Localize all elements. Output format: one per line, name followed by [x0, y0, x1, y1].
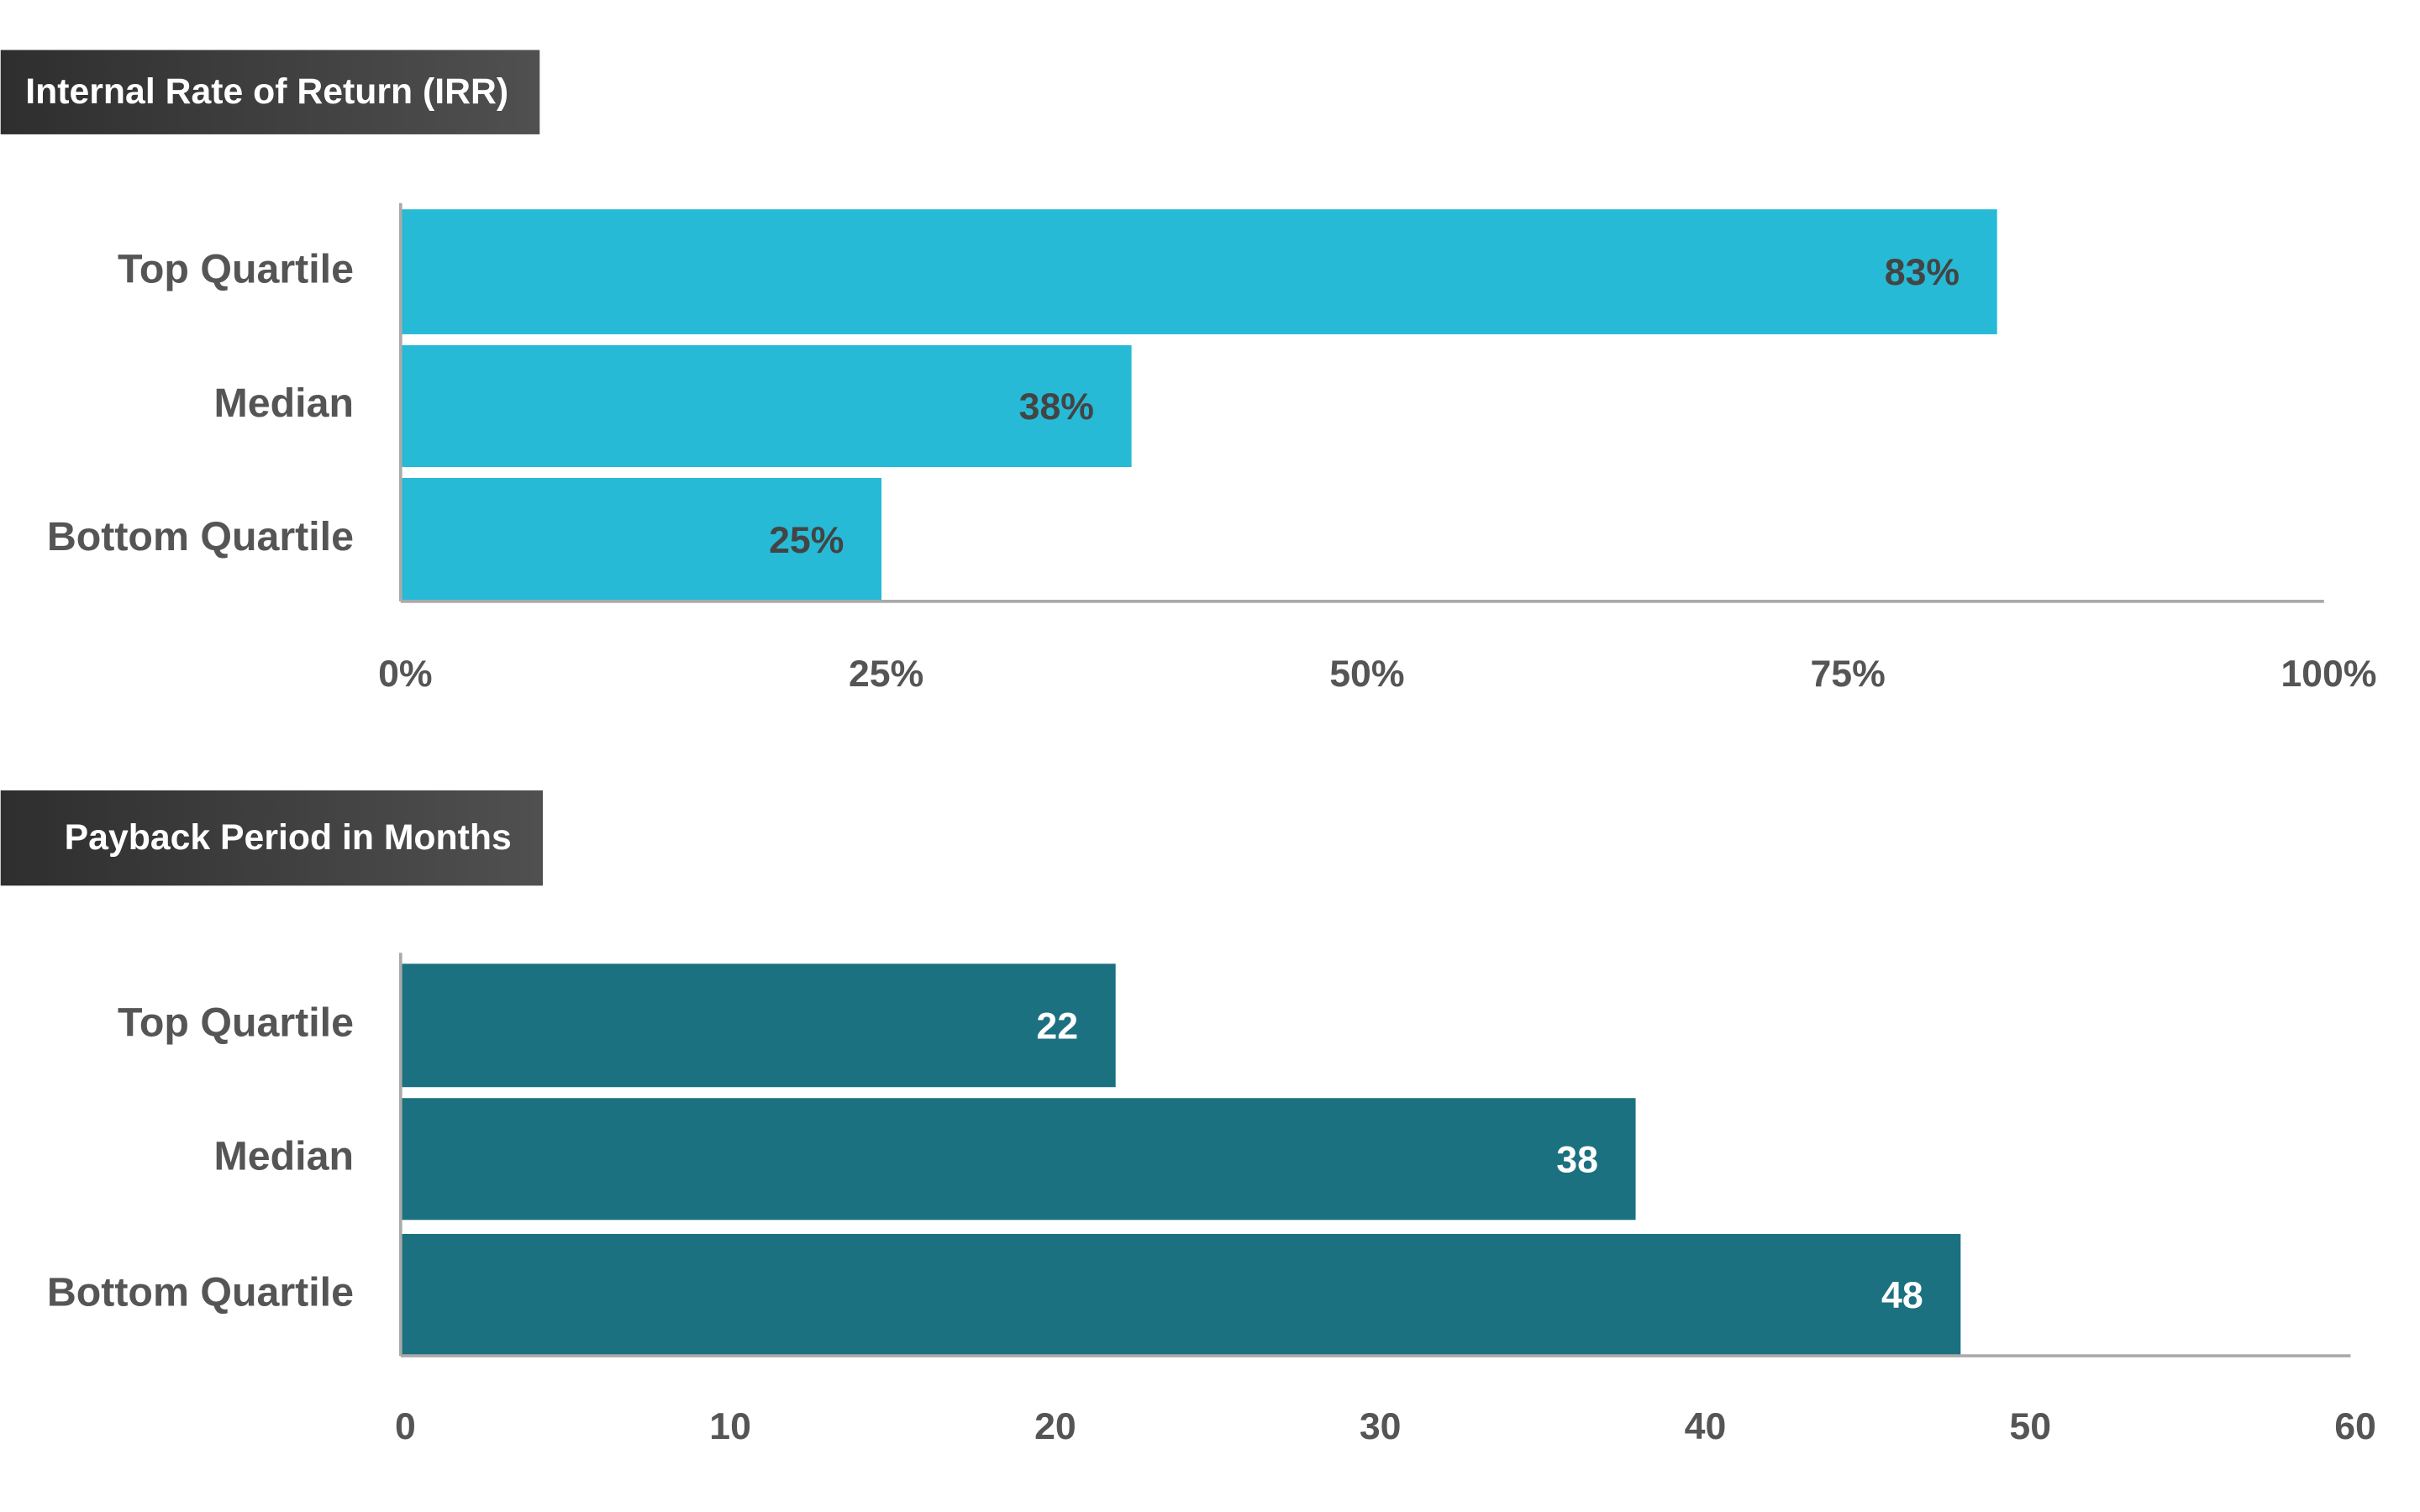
x-tick-label: 10: [709, 1406, 751, 1447]
x-tick-label: 40: [1685, 1406, 1727, 1447]
x-tick-label: 50: [2009, 1406, 2051, 1447]
x-tick-label: 100%: [2281, 654, 2376, 695]
x-tick-label: 0%: [378, 654, 432, 695]
chart-title: Payback Period in Months: [65, 817, 512, 858]
x-tick-label: 60: [2334, 1406, 2376, 1447]
value-label: 38%: [1019, 386, 1094, 428]
x-tick-label: 30: [1360, 1406, 1402, 1447]
value-label: 22: [1036, 1005, 1078, 1047]
x-tick-label: 25%: [849, 654, 923, 695]
bar: [400, 478, 882, 601]
x-tick-label: 20: [1034, 1406, 1076, 1447]
bar: [400, 963, 1116, 1088]
category-label: Median: [214, 1134, 354, 1179]
value-label: 83%: [1885, 252, 1960, 293]
value-label: 25%: [769, 520, 844, 561]
category-label: Bottom Quartile: [47, 1269, 354, 1315]
category-label: Median: [214, 381, 354, 426]
chart-title: Internal Rate of Return (IRR): [25, 71, 508, 112]
bar: [400, 1234, 1961, 1357]
x-tick-label: 75%: [1810, 654, 1885, 695]
x-tick-label: 0: [395, 1406, 416, 1447]
category-label: Top Quartile: [118, 246, 354, 291]
x-tick-label: 50%: [1329, 654, 1404, 695]
bar: [400, 1098, 1636, 1221]
category-label: Bottom Quartile: [47, 514, 354, 559]
bar: [400, 344, 1132, 467]
bar: [400, 209, 1997, 334]
category-label: Top Quartile: [118, 1000, 354, 1046]
value-label: 38: [1556, 1139, 1598, 1180]
title-box: [0, 50, 540, 134]
title-box: [0, 790, 543, 886]
value-label: 48: [1881, 1275, 1923, 1316]
